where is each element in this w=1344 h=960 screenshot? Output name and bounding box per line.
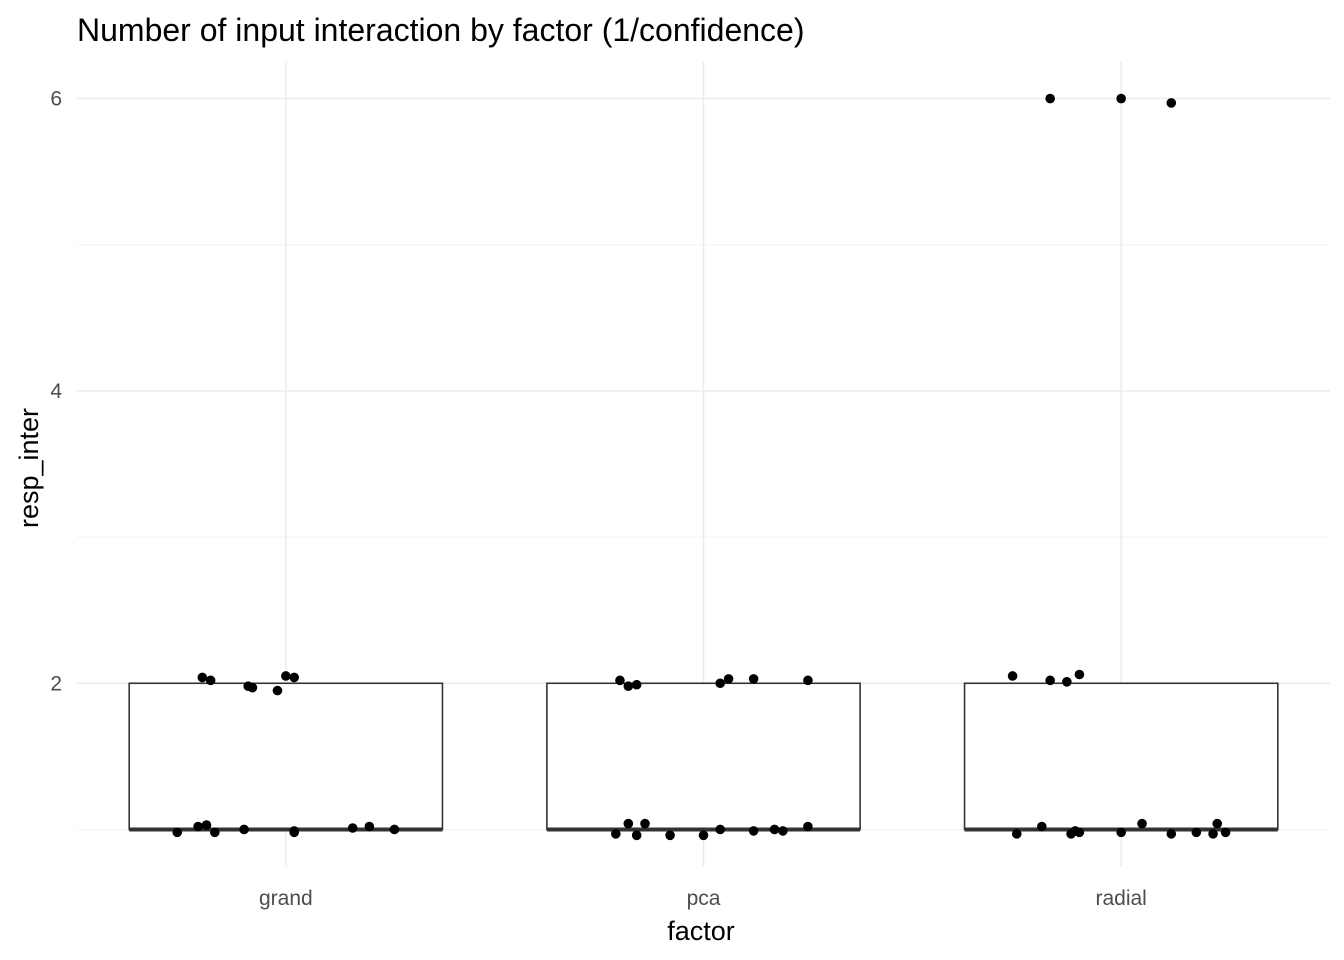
data-point [1074,827,1085,838]
data-point [210,827,220,838]
box-iqr [128,682,444,831]
data-point [1116,93,1126,104]
data-point [1045,675,1055,686]
box-radial [963,682,1279,832]
y-tick-label: 4 [50,380,62,403]
data-point [723,674,734,684]
data-point [1208,829,1218,839]
box-iqr [963,682,1279,831]
data-point [1191,827,1202,838]
data-point [715,678,726,689]
data-point [1062,677,1072,687]
data-point [698,830,709,841]
data-point [347,823,358,833]
data-point [1007,671,1018,681]
data-point [631,830,642,841]
data-point [1116,827,1126,838]
x-tick-label: pca [687,887,721,910]
data-point [281,671,291,681]
data-point [631,679,642,690]
data-point [364,821,375,832]
data-point [623,818,634,829]
data-point [623,681,634,691]
box-pca [546,682,861,832]
data-point [748,826,759,836]
data-point [205,675,216,686]
data-point [1166,98,1177,108]
box-iqr [546,682,861,831]
x-tick-label: grand [259,887,313,910]
y-axis-title: resp_inter [14,408,44,528]
data-point [1212,818,1223,829]
data-point [715,824,726,835]
data-point [239,824,249,835]
data-point [1166,829,1177,839]
data-point [778,826,788,836]
x-axis-title: factor [667,916,735,946]
data-point [640,818,650,829]
data-point [1220,827,1231,838]
y-axis-ticks: 2 4 6 [50,88,62,696]
data-point [247,682,258,693]
data-point [289,826,299,836]
data-point [665,830,675,841]
x-axis-ticks: grand pca radial [259,887,1147,910]
data-point [1045,93,1055,104]
data-point [1037,821,1047,832]
y-tick-label: 2 [50,672,62,695]
data-point [1137,818,1147,829]
data-point [610,829,621,839]
boxplot-boxes [128,682,1279,832]
data-point [201,820,212,830]
data-point [193,821,203,832]
data-point [197,672,208,683]
data-point [272,685,283,696]
x-tick-label: radial [1095,887,1146,910]
chart-title: Number of input interaction by factor (1… [77,12,804,48]
data-point [1011,829,1022,839]
jitter-points [172,93,1231,841]
data-point [769,824,780,835]
data-point [803,675,813,686]
data-point [615,675,625,686]
data-point [172,827,183,838]
data-point [748,674,759,684]
data-point [289,672,299,683]
data-point [803,821,813,832]
y-tick-label: 6 [50,88,62,111]
data-point [1074,669,1085,680]
data-point [389,824,400,835]
box-grand [128,682,444,832]
